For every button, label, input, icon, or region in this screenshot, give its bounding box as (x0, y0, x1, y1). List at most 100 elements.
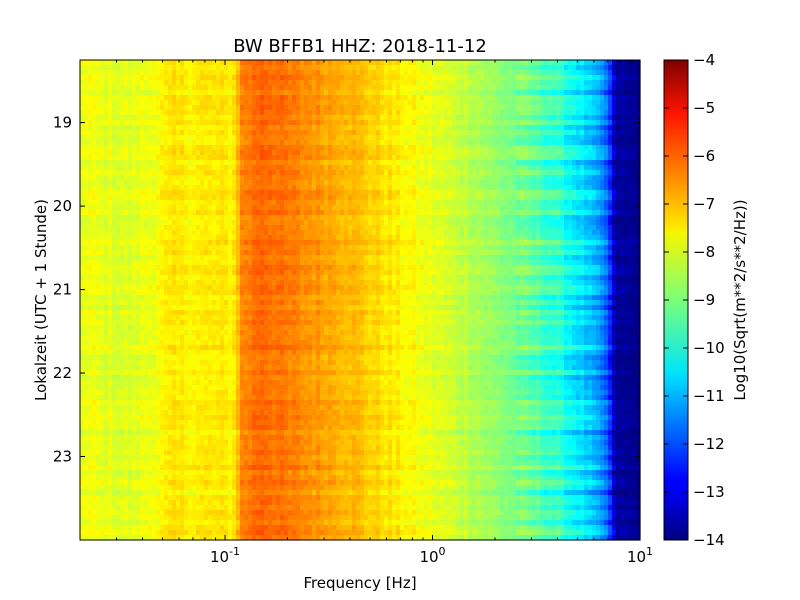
heatmap-cell (208, 415, 213, 421)
heatmap-cell (232, 440, 237, 446)
heatmap-cell (208, 305, 213, 311)
heatmap-cell (216, 95, 221, 101)
heatmap-cell (120, 125, 125, 131)
heatmap-cell (180, 290, 185, 296)
heatmap-cell (88, 430, 93, 436)
heatmap-cell (272, 90, 277, 96)
heatmap-cell (184, 95, 189, 101)
heatmap-cell (180, 150, 185, 156)
heatmap-cell (236, 315, 241, 321)
heatmap-cell (220, 150, 225, 156)
heatmap-cell (208, 465, 213, 471)
heatmap-cell (196, 275, 201, 281)
heatmap-cell (124, 90, 129, 96)
heatmap-cell (200, 125, 205, 131)
heatmap-cell (152, 500, 157, 506)
heatmap-cell (104, 225, 109, 231)
heatmap-cell (172, 195, 177, 201)
heatmap-cell (144, 365, 149, 371)
heatmap-cell (128, 75, 133, 81)
heatmap-cell (148, 500, 153, 506)
heatmap-cell (144, 140, 149, 146)
heatmap-cell (184, 335, 189, 341)
heatmap-cell (84, 485, 89, 491)
heatmap-cell (96, 340, 101, 346)
heatmap-cell (96, 160, 101, 166)
heatmap-cell (276, 415, 281, 421)
heatmap-cell (184, 155, 189, 161)
heatmap-cell (112, 205, 117, 211)
heatmap-cell (160, 505, 165, 511)
heatmap-cell (244, 290, 249, 296)
heatmap-cell (212, 360, 217, 366)
heatmap-cell (180, 460, 185, 466)
heatmap-cell (160, 75, 165, 81)
heatmap-cell (248, 435, 253, 441)
heatmap-cell (256, 145, 261, 151)
heatmap-cell (224, 120, 229, 126)
heatmap-cell (172, 250, 177, 256)
heatmap-cell (196, 385, 201, 391)
heatmap-cell (112, 215, 117, 221)
heatmap-cell (152, 430, 157, 436)
heatmap-cell (84, 205, 89, 211)
heatmap-cell (140, 120, 145, 126)
heatmap-cell (236, 365, 241, 371)
heatmap-cell (156, 180, 161, 186)
heatmap-cell (280, 80, 285, 86)
heatmap-cell (172, 285, 177, 291)
heatmap-cell (232, 495, 237, 501)
heatmap-cell (232, 340, 237, 346)
heatmap-cell (176, 360, 181, 366)
heatmap-cell (116, 315, 121, 321)
heatmap-cell (156, 125, 161, 131)
heatmap-cell (272, 425, 277, 431)
heatmap-cell (172, 525, 177, 531)
heatmap-cell (184, 185, 189, 191)
heatmap-cell (240, 95, 245, 101)
heatmap-cell (136, 500, 141, 506)
heatmap-cell (204, 490, 209, 496)
heatmap-cell (152, 210, 157, 216)
heatmap-cell (172, 395, 177, 401)
heatmap-cell (96, 360, 101, 366)
heatmap-cell (160, 495, 165, 501)
heatmap-cell (108, 65, 113, 71)
heatmap-cell (136, 205, 141, 211)
heatmap-cell (204, 95, 209, 101)
heatmap-cell (168, 275, 173, 281)
heatmap-cell (264, 165, 269, 171)
heatmap-cell (260, 95, 265, 101)
heatmap-cell (156, 160, 161, 166)
heatmap-cell (268, 230, 273, 236)
heatmap-cell (152, 140, 157, 146)
heatmap-cell (112, 455, 117, 461)
heatmap-cell (144, 410, 149, 416)
heatmap-cell (136, 140, 141, 146)
heatmap-cell (220, 290, 225, 296)
heatmap-cell (192, 400, 197, 406)
heatmap-cell (132, 180, 137, 186)
heatmap-cell (80, 185, 85, 191)
heatmap-cell (108, 160, 113, 166)
heatmap-cell (176, 95, 181, 101)
heatmap-cell (88, 455, 93, 461)
heatmap-cell (284, 535, 289, 541)
heatmap-cell (260, 415, 265, 421)
heatmap-cell (204, 235, 209, 241)
heatmap-cell (224, 240, 229, 246)
heatmap-cell (124, 290, 129, 296)
heatmap-cell (112, 295, 117, 301)
heatmap-cell (216, 75, 221, 81)
heatmap-cell (284, 380, 289, 386)
heatmap-cell (128, 300, 133, 306)
heatmap-cell (128, 165, 133, 171)
heatmap-cell (136, 445, 141, 451)
heatmap-cell (284, 495, 289, 501)
heatmap-cell (112, 285, 117, 291)
heatmap-cell (260, 485, 265, 491)
heatmap-cell (120, 175, 125, 181)
heatmap-cell (96, 375, 101, 381)
heatmap-cell (140, 250, 145, 256)
heatmap-cell (136, 135, 141, 141)
